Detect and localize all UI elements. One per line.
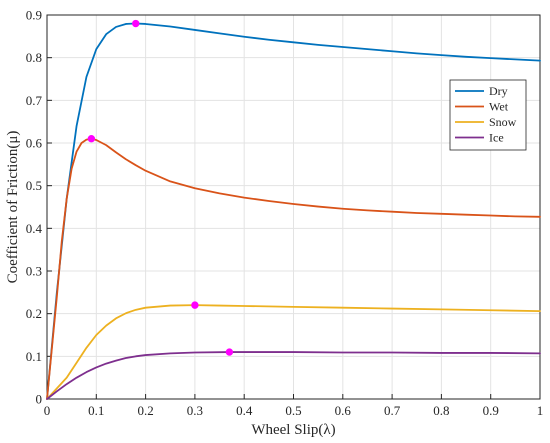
legend-label-ice: Ice	[489, 131, 504, 145]
y-tick-label: 0.6	[26, 136, 43, 151]
grid	[46, 14, 541, 400]
y-tick-label: 0.7	[26, 93, 43, 108]
x-tick-label: 0.7	[384, 403, 401, 418]
axes	[46, 14, 541, 400]
x-tick-label: 0	[44, 403, 51, 418]
x-tick-label: 0.6	[335, 403, 352, 418]
tick-labels: 0 0.1 0.2 0.3 0.4 0.5 0.6 0.7 0.8 0.9 1 0 0.1 0.2 0.3 0…	[26, 8, 544, 419]
x-tick-label: 0.1	[88, 403, 104, 418]
x-tick-label: 0.4	[236, 403, 253, 418]
x-tick-label: 0.9	[483, 403, 499, 418]
x-tick-label: 0.3	[187, 403, 203, 418]
series-line-ice	[46, 351, 541, 400]
y-tick-label: 0.4	[26, 221, 43, 236]
y-tick-label: 0.3	[26, 264, 42, 279]
peak-marker-snow	[191, 301, 199, 309]
axes-box	[46, 14, 541, 400]
peak-marker-dry	[132, 19, 140, 28]
legend-label-wet: Wet	[489, 100, 509, 114]
x-tick-label: 0.8	[433, 403, 449, 418]
peak-marker-ice	[225, 348, 234, 356]
peak-markers	[87, 19, 234, 356]
series-line-wet	[46, 137, 541, 400]
y-tick-label: 0.8	[26, 50, 42, 65]
series-lines	[46, 22, 541, 400]
x-axis-label: Wheel Slip(λ)	[251, 422, 335, 438]
series-line-dry	[46, 22, 541, 400]
y-tick-label: 0.5	[26, 178, 42, 193]
y-tick-label: 0	[36, 392, 43, 407]
peak-marker-wet	[87, 135, 96, 143]
y-tick-label: 0.1	[26, 349, 42, 364]
y-tick-label: 0.2	[26, 306, 42, 321]
legend-label-snow: Snow	[489, 115, 517, 129]
series-line-snow	[46, 304, 541, 400]
legend-label-dry: Dry	[489, 84, 508, 98]
y-tick-label: 0.9	[26, 8, 42, 23]
x-tick-label: 0.2	[137, 403, 153, 418]
x-tick-label: 1	[537, 403, 544, 418]
x-tick-label: 0.5	[285, 403, 301, 418]
y-axis-label: Coefficient of Friction(μ)	[5, 131, 21, 284]
